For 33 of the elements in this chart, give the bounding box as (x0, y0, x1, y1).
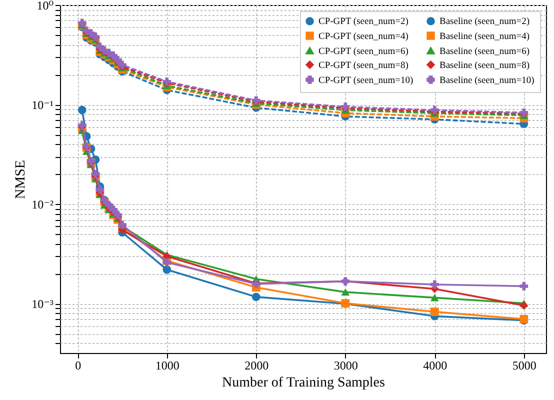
y-axis-title: NMSE (14, 160, 29, 199)
legend-label: Baseline (seen_num=2) (440, 17, 530, 28)
legend-label: CP-GPT (seen_num=10) (318, 76, 414, 86)
legend-label: CP-GPT (seen_num=2) (318, 17, 408, 28)
point (78, 106, 86, 114)
point (430, 308, 439, 316)
point (252, 292, 260, 302)
y-tick-label: 10⁻¹ (32, 98, 54, 112)
x-tick-label: 0 (75, 358, 82, 372)
legend-label: Baseline (seen_num=10) (440, 76, 534, 86)
y-tick-label: 10⁰ (36, 0, 54, 12)
y-tick-label: 10⁻³ (32, 297, 54, 312)
point (96, 185, 104, 194)
legend-label: Baseline (seen_num=4) (440, 32, 530, 42)
y-tick-label: 10⁻² (32, 198, 54, 212)
point (91, 170, 100, 178)
point (430, 294, 439, 302)
legend-label: CP-GPT (seen_num=4) (318, 32, 408, 42)
x-tick-label: 1000 (155, 358, 180, 372)
point (430, 280, 439, 289)
point (341, 288, 350, 296)
x-tick-label: 4000 (423, 358, 448, 372)
point (520, 282, 528, 290)
point (520, 301, 528, 310)
legend-label: Baseline (seen_num=6) (440, 46, 530, 57)
legend-label: CP-GPT (seen_num=8) (318, 60, 408, 71)
x-axis-title: Number of Training Samples (222, 376, 385, 390)
point (162, 265, 172, 274)
legend-label: Baseline (seen_num=8) (440, 60, 530, 71)
legend-label: CP-GPT (seen_num=6) (318, 46, 408, 57)
x-tick-label: 5000 (512, 358, 536, 372)
x-tick-label: 3000 (334, 358, 358, 372)
x-tick-label: 2000 (244, 358, 269, 372)
